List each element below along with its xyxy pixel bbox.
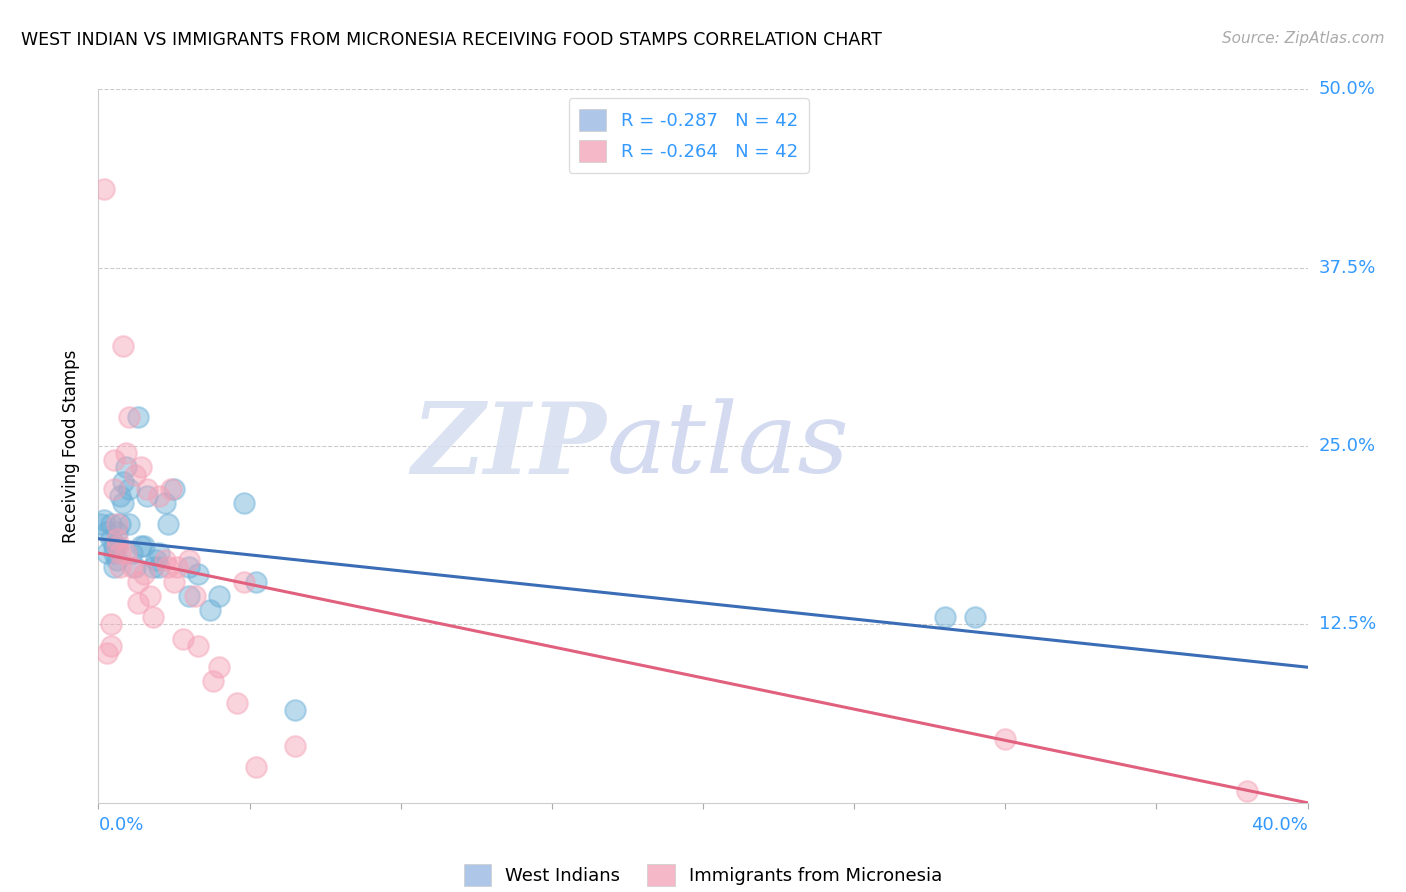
Point	[103, 539, 125, 553]
Point	[148, 546, 170, 560]
Point	[96, 646, 118, 660]
Point	[111, 339, 134, 353]
Point	[100, 517, 122, 532]
Point	[108, 517, 131, 532]
Legend: West Indians, Immigrants from Micronesia: West Indians, Immigrants from Micronesia	[457, 857, 949, 892]
Point	[177, 560, 201, 574]
Text: atlas: atlas	[606, 399, 849, 493]
Point	[160, 482, 183, 496]
Point	[105, 553, 128, 567]
Point	[934, 610, 956, 624]
Point	[200, 603, 222, 617]
Text: 0.0%: 0.0%	[98, 816, 143, 834]
Point	[114, 446, 136, 460]
Point	[156, 560, 179, 574]
Point	[226, 696, 249, 710]
Text: ZIP: ZIP	[412, 398, 606, 494]
Point	[93, 182, 115, 196]
Point	[127, 574, 149, 589]
Point	[129, 460, 152, 475]
Point	[139, 589, 162, 603]
Point	[177, 553, 201, 567]
Point	[114, 546, 136, 560]
Point	[93, 513, 115, 527]
Text: 40.0%: 40.0%	[1251, 816, 1308, 834]
Point	[121, 560, 143, 574]
Point	[245, 574, 267, 589]
Point	[114, 460, 136, 475]
Point	[245, 760, 267, 774]
Point	[121, 546, 143, 560]
Y-axis label: Receiving Food Stamps: Receiving Food Stamps	[62, 350, 80, 542]
Point	[202, 674, 225, 689]
Text: 37.5%: 37.5%	[1319, 259, 1376, 277]
Point	[103, 546, 125, 560]
Point	[153, 496, 176, 510]
Point	[103, 560, 125, 574]
Point	[127, 596, 149, 610]
Point	[148, 560, 170, 574]
Point	[135, 482, 157, 496]
Point	[124, 560, 146, 574]
Point	[105, 532, 128, 546]
Point	[111, 496, 134, 510]
Point	[100, 532, 122, 546]
Point	[148, 489, 170, 503]
Point	[284, 703, 307, 717]
Point	[142, 610, 165, 624]
Point	[135, 489, 157, 503]
Point	[208, 589, 231, 603]
Point	[187, 567, 209, 582]
Point	[145, 553, 167, 567]
Point	[118, 482, 141, 496]
Point	[1236, 784, 1258, 798]
Point	[108, 489, 131, 503]
Point	[105, 517, 128, 532]
Text: 12.5%: 12.5%	[1319, 615, 1376, 633]
Point	[132, 539, 155, 553]
Point	[965, 610, 987, 624]
Point	[187, 639, 209, 653]
Point	[127, 410, 149, 425]
Point	[156, 517, 179, 532]
Point	[284, 739, 307, 753]
Point	[994, 731, 1017, 746]
Point	[108, 560, 131, 574]
Point	[142, 560, 165, 574]
Text: 25.0%: 25.0%	[1319, 437, 1376, 455]
Point	[108, 546, 131, 560]
Point	[100, 617, 122, 632]
Text: WEST INDIAN VS IMMIGRANTS FROM MICRONESIA RECEIVING FOOD STAMPS CORRELATION CHAR: WEST INDIAN VS IMMIGRANTS FROM MICRONESI…	[21, 31, 882, 49]
Point	[153, 553, 176, 567]
Point	[118, 517, 141, 532]
Point	[111, 475, 134, 489]
Point	[132, 567, 155, 582]
Point	[118, 410, 141, 425]
Point	[184, 589, 207, 603]
Text: 50.0%: 50.0%	[1319, 80, 1375, 98]
Point	[105, 524, 128, 539]
Point	[124, 467, 146, 482]
Point	[100, 639, 122, 653]
Point	[208, 660, 231, 674]
Point	[103, 453, 125, 467]
Point	[90, 517, 112, 532]
Point	[163, 482, 186, 496]
Point	[172, 632, 194, 646]
Point	[177, 589, 201, 603]
Text: Source: ZipAtlas.com: Source: ZipAtlas.com	[1222, 31, 1385, 46]
Point	[96, 524, 118, 539]
Point	[232, 496, 254, 510]
Point	[166, 560, 188, 574]
Point	[105, 539, 128, 553]
Point	[163, 574, 186, 589]
Point	[105, 539, 128, 553]
Point	[129, 539, 152, 553]
Point	[103, 482, 125, 496]
Point	[232, 574, 254, 589]
Point	[96, 546, 118, 560]
